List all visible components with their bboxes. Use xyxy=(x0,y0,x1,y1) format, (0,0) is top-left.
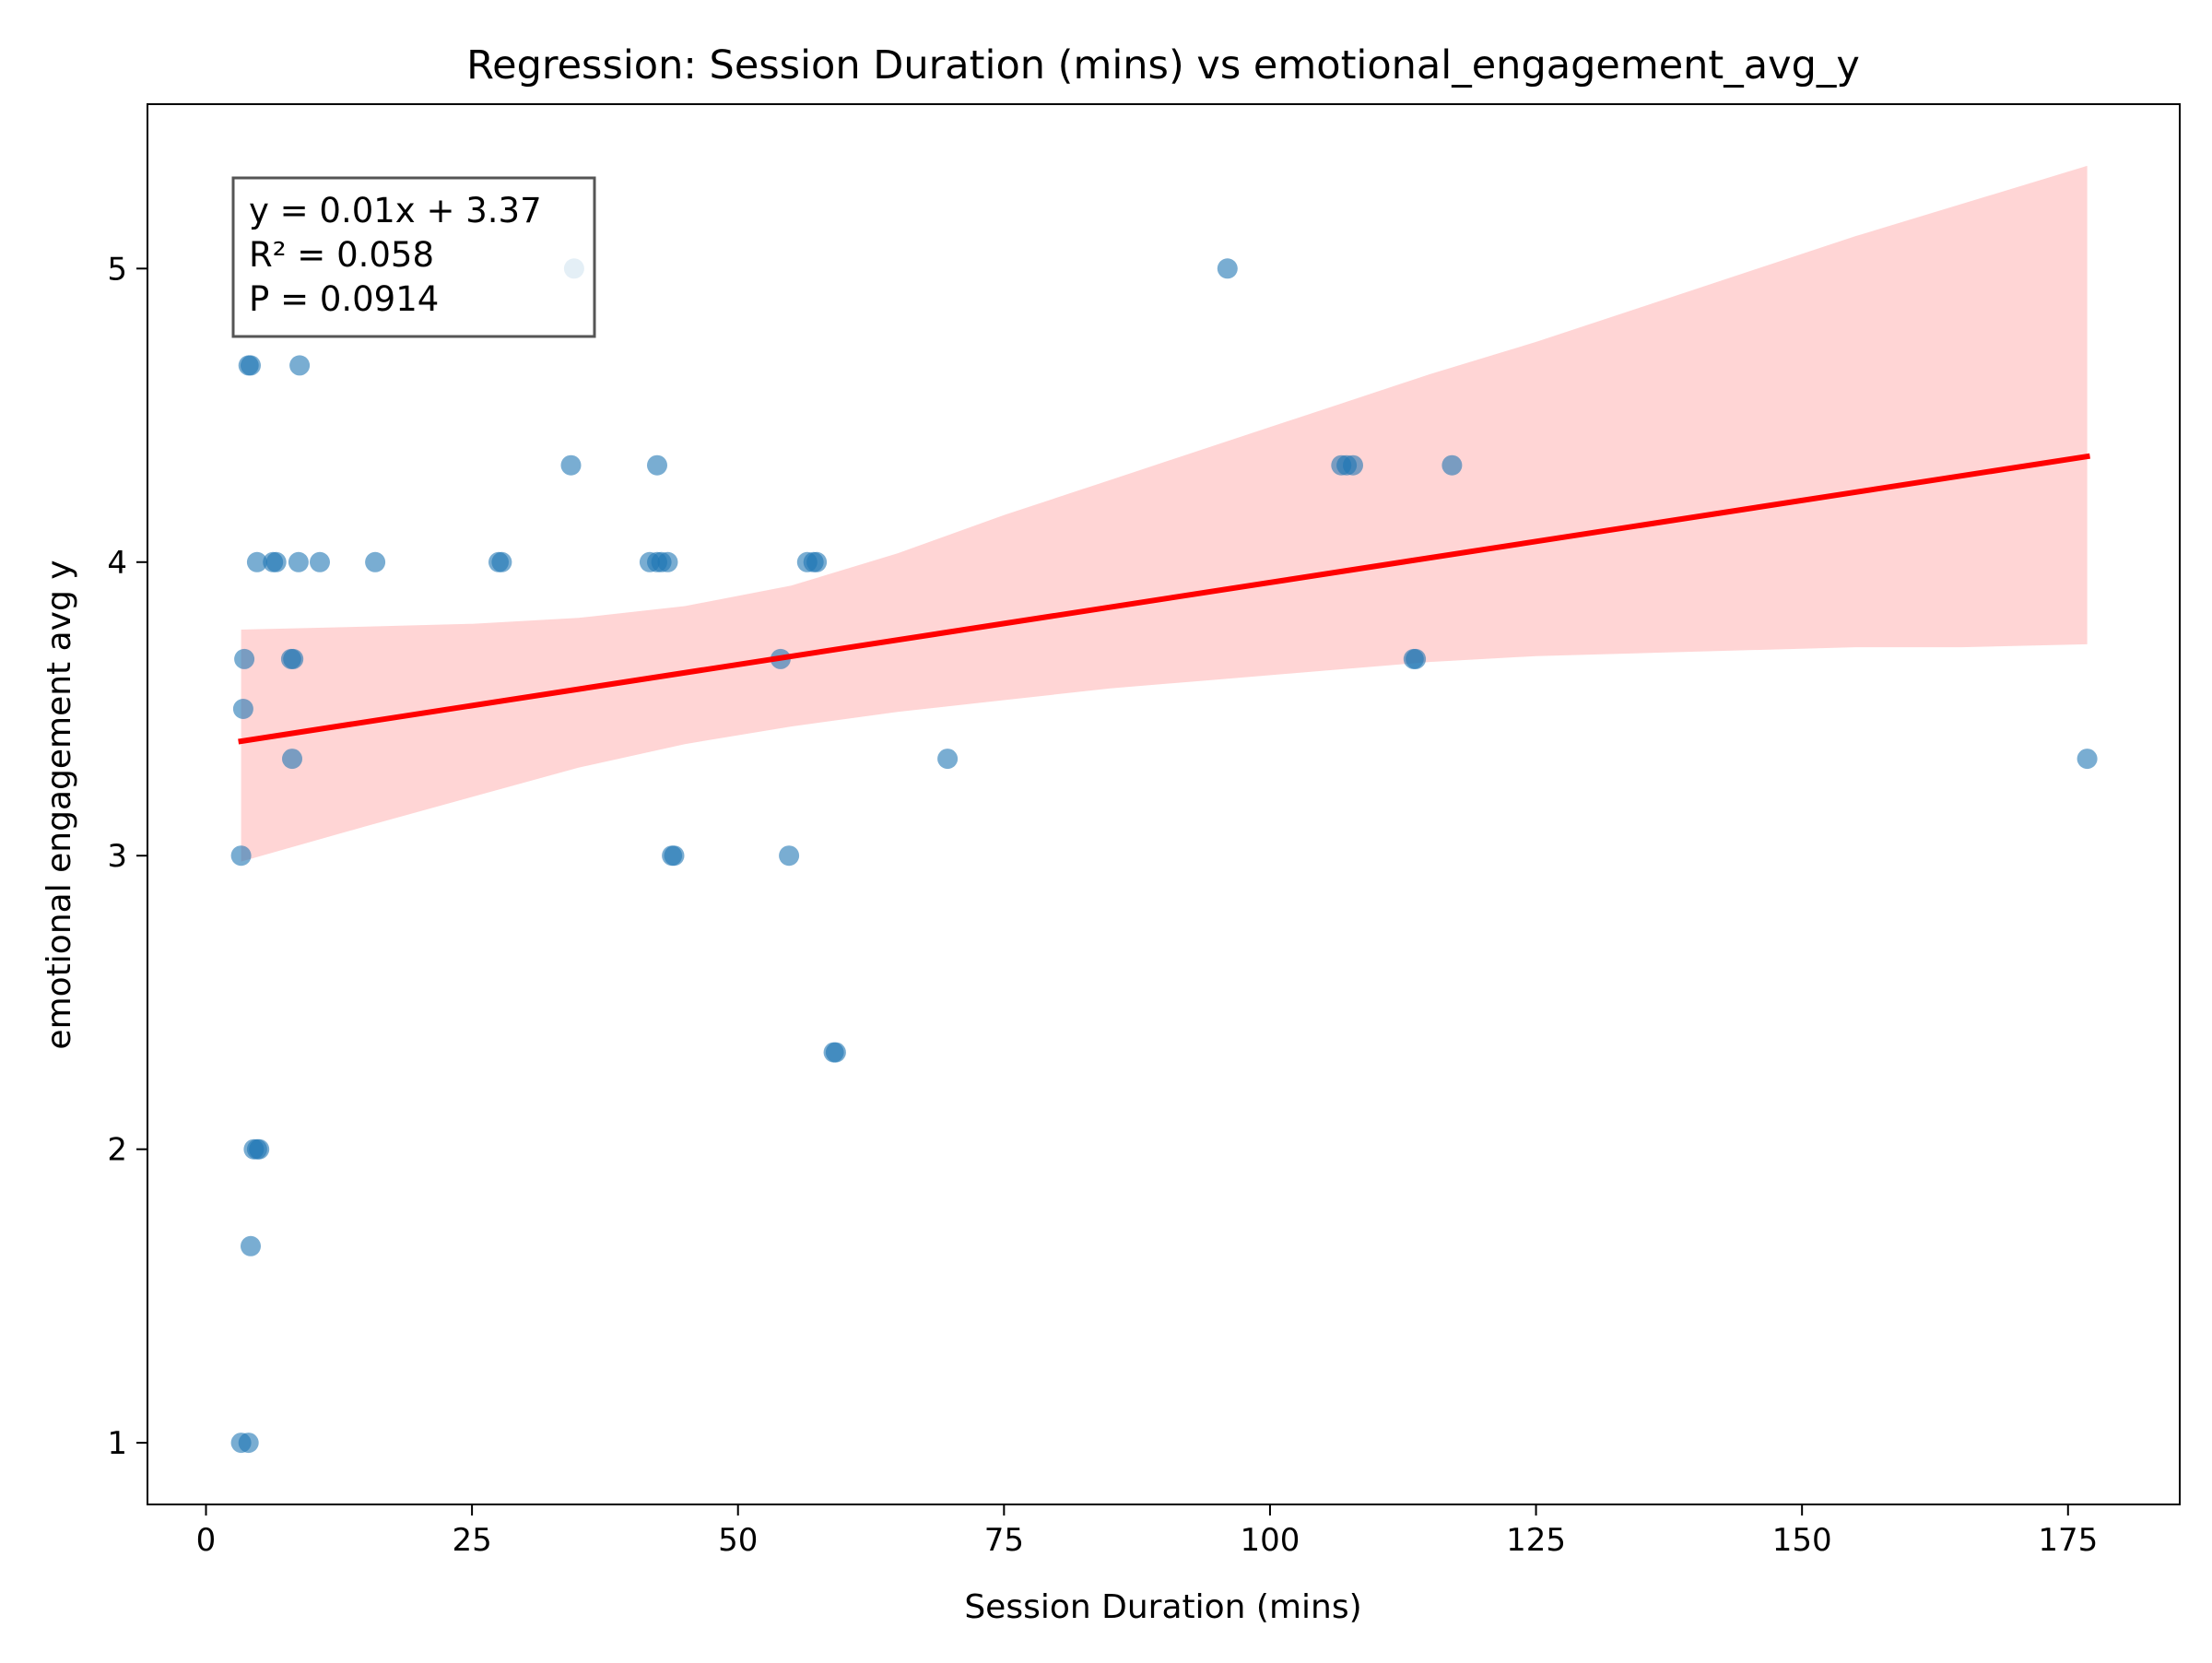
data-point xyxy=(2077,749,2098,770)
y-tick-label: 5 xyxy=(107,251,127,288)
x-axis-label: Session Duration (mins) xyxy=(964,1588,1361,1626)
data-point xyxy=(560,454,582,476)
data-point xyxy=(265,551,287,572)
data-point xyxy=(1406,648,1427,669)
data-point xyxy=(1343,454,1363,476)
data-point xyxy=(246,551,267,572)
plot-frame xyxy=(147,103,2181,1505)
x-tick-label: 175 xyxy=(2038,1522,2098,1559)
data-point xyxy=(249,1138,270,1160)
data-point xyxy=(232,699,253,719)
x-tick-label: 125 xyxy=(1506,1522,1566,1559)
data-point xyxy=(491,551,512,572)
annotation-line: P = 0.0914 xyxy=(249,279,439,319)
regression-line-layer xyxy=(238,453,2090,745)
data-point xyxy=(806,551,828,572)
x-tick-label: 25 xyxy=(452,1522,491,1559)
data-point xyxy=(937,749,959,770)
data-point xyxy=(310,551,330,572)
x-tick-label: 100 xyxy=(1240,1522,1300,1559)
data-point xyxy=(664,845,685,867)
y-tick-label: 1 xyxy=(107,1425,127,1462)
regression-line xyxy=(238,453,2090,745)
annotation-line: R² = 0.058 xyxy=(249,235,434,275)
chart-title: Regression: Session Duration (mins) vs e… xyxy=(466,42,1860,88)
x-tick-label: 50 xyxy=(718,1522,758,1559)
y-axis-label: emotional engagement avg y xyxy=(41,560,78,1049)
confidence-band xyxy=(241,165,2088,862)
y-tick-label: 4 xyxy=(107,545,127,582)
annotation-box xyxy=(231,176,596,338)
x-tick-label: 150 xyxy=(1772,1522,1832,1559)
y-tick-label: 3 xyxy=(107,838,127,875)
data-point xyxy=(288,551,309,572)
data-point xyxy=(647,454,667,476)
data-point xyxy=(241,355,261,376)
data-point xyxy=(779,845,800,867)
data-point xyxy=(230,845,252,867)
x-tick-label: 0 xyxy=(196,1522,217,1559)
y-tick-label: 2 xyxy=(107,1132,127,1169)
axes-layer: 0 25 50 75 100 125 150 175 1 2 3 4 5 xyxy=(107,103,2181,1559)
data-point xyxy=(1217,258,1238,279)
scatter-points-layer xyxy=(230,258,2098,1454)
data-point xyxy=(241,1235,261,1256)
data-point xyxy=(657,551,678,572)
annotation-line: y = 0.01x + 3.37 xyxy=(249,191,542,230)
x-tick-label: 75 xyxy=(984,1522,1024,1559)
data-point xyxy=(283,648,304,669)
data-point xyxy=(825,1042,846,1063)
data-point xyxy=(289,355,311,376)
data-point xyxy=(365,551,386,572)
data-point xyxy=(238,1433,259,1454)
data-point xyxy=(234,648,255,669)
data-point xyxy=(1441,454,1463,476)
confidence-band-layer xyxy=(241,165,2088,862)
data-point xyxy=(282,749,302,770)
